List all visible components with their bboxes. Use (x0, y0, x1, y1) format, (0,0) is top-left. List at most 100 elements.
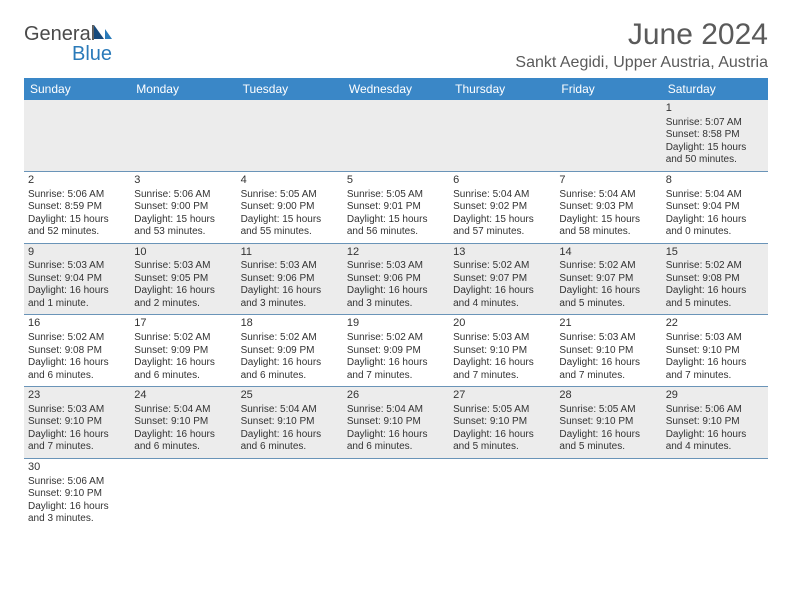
day-ss: Sunset: 9:09 PM (241, 345, 339, 358)
day-dl2: and 6 minutes. (28, 370, 126, 383)
day-details: Sunrise: 5:05 AMSunset: 9:00 PMDaylight:… (241, 189, 339, 239)
day-ss: Sunset: 9:07 PM (453, 273, 551, 286)
day-number: 3 (134, 174, 232, 188)
day-sr: Sunrise: 5:05 AM (347, 189, 445, 202)
day-sr: Sunrise: 5:02 AM (453, 260, 551, 273)
day-number: 30 (28, 461, 126, 475)
day-dl2: and 2 minutes. (134, 298, 232, 311)
day-sr: Sunrise: 5:03 AM (453, 332, 551, 345)
day-dl2: and 58 minutes. (559, 226, 657, 239)
day-number: 28 (559, 389, 657, 403)
day-dl1: Daylight: 16 hours (134, 357, 232, 370)
calendar-empty-cell (555, 100, 661, 171)
day-dl1: Daylight: 16 hours (347, 357, 445, 370)
logo: GeneralBlue (24, 18, 113, 64)
day-dl1: Daylight: 15 hours (666, 142, 764, 155)
day-details: Sunrise: 5:07 AMSunset: 8:58 PMDaylight:… (666, 117, 764, 167)
day-details: Sunrise: 5:04 AMSunset: 9:04 PMDaylight:… (666, 189, 764, 239)
day-dl2: and 7 minutes. (559, 370, 657, 383)
day-dl2: and 53 minutes. (134, 226, 232, 239)
calendar-empty-cell (449, 458, 555, 529)
day-dl2: and 7 minutes. (453, 370, 551, 383)
day-ss: Sunset: 9:06 PM (347, 273, 445, 286)
day-ss: Sunset: 9:02 PM (453, 201, 551, 214)
day-ss: Sunset: 9:05 PM (134, 273, 232, 286)
calendar-week-row: 30Sunrise: 5:06 AMSunset: 9:10 PMDayligh… (24, 458, 768, 529)
day-ss: Sunset: 9:00 PM (241, 201, 339, 214)
day-sr: Sunrise: 5:03 AM (28, 404, 126, 417)
day-number: 24 (134, 389, 232, 403)
day-sr: Sunrise: 5:03 AM (28, 260, 126, 273)
day-number: 12 (347, 246, 445, 260)
day-number: 20 (453, 317, 551, 331)
calendar-day-cell: 19Sunrise: 5:02 AMSunset: 9:09 PMDayligh… (343, 315, 449, 387)
day-dl2: and 0 minutes. (666, 226, 764, 239)
day-number: 2 (28, 174, 126, 188)
day-number: 15 (666, 246, 764, 260)
calendar-day-cell: 8Sunrise: 5:04 AMSunset: 9:04 PMDaylight… (662, 171, 768, 243)
day-ss: Sunset: 9:10 PM (559, 416, 657, 429)
day-sr: Sunrise: 5:05 AM (559, 404, 657, 417)
day-dl1: Daylight: 15 hours (347, 214, 445, 227)
day-ss: Sunset: 9:07 PM (559, 273, 657, 286)
day-sr: Sunrise: 5:05 AM (241, 189, 339, 202)
calendar-day-cell: 9Sunrise: 5:03 AMSunset: 9:04 PMDaylight… (24, 243, 130, 315)
calendar-empty-cell (130, 100, 236, 171)
day-number: 7 (559, 174, 657, 188)
day-sr: Sunrise: 5:06 AM (28, 476, 126, 489)
day-dl1: Daylight: 16 hours (559, 429, 657, 442)
day-ss: Sunset: 9:00 PM (134, 201, 232, 214)
day-dl2: and 6 minutes. (241, 441, 339, 454)
calendar-day-cell: 26Sunrise: 5:04 AMSunset: 9:10 PMDayligh… (343, 387, 449, 459)
logo-text-2: Blue (72, 43, 112, 65)
calendar-day-cell: 2Sunrise: 5:06 AMSunset: 8:59 PMDaylight… (24, 171, 130, 243)
day-details: Sunrise: 5:02 AMSunset: 9:09 PMDaylight:… (134, 332, 232, 382)
day-sr: Sunrise: 5:03 AM (666, 332, 764, 345)
logo-sail-icon (93, 23, 113, 45)
weekday-header: Thursday (449, 78, 555, 100)
day-details: Sunrise: 5:04 AMSunset: 9:10 PMDaylight:… (241, 404, 339, 454)
day-ss: Sunset: 9:10 PM (134, 416, 232, 429)
day-dl2: and 4 minutes. (453, 298, 551, 311)
day-dl2: and 1 minute. (28, 298, 126, 311)
weekday-header-row: SundayMondayTuesdayWednesdayThursdayFrid… (24, 78, 768, 100)
day-sr: Sunrise: 5:06 AM (666, 404, 764, 417)
day-dl2: and 3 minutes. (28, 513, 126, 526)
day-ss: Sunset: 9:10 PM (666, 345, 764, 358)
day-details: Sunrise: 5:06 AMSunset: 9:00 PMDaylight:… (134, 189, 232, 239)
day-details: Sunrise: 5:03 AMSunset: 9:10 PMDaylight:… (559, 332, 657, 382)
day-details: Sunrise: 5:04 AMSunset: 9:03 PMDaylight:… (559, 189, 657, 239)
title-block: June 2024 Sankt Aegidi, Upper Austria, A… (515, 18, 768, 72)
logo-text: GeneralBlue (24, 24, 113, 64)
header: GeneralBlue June 2024 Sankt Aegidi, Uppe… (24, 18, 768, 72)
calendar-empty-cell (555, 458, 661, 529)
calendar-week-row: 16Sunrise: 5:02 AMSunset: 9:08 PMDayligh… (24, 315, 768, 387)
day-dl2: and 6 minutes. (241, 370, 339, 383)
calendar-day-cell: 21Sunrise: 5:03 AMSunset: 9:10 PMDayligh… (555, 315, 661, 387)
day-details: Sunrise: 5:02 AMSunset: 9:09 PMDaylight:… (241, 332, 339, 382)
calendar-day-cell: 13Sunrise: 5:02 AMSunset: 9:07 PMDayligh… (449, 243, 555, 315)
calendar-week-row: 1Sunrise: 5:07 AMSunset: 8:58 PMDaylight… (24, 100, 768, 171)
day-number: 5 (347, 174, 445, 188)
day-sr: Sunrise: 5:02 AM (666, 260, 764, 273)
day-sr: Sunrise: 5:03 AM (134, 260, 232, 273)
calendar-day-cell: 5Sunrise: 5:05 AMSunset: 9:01 PMDaylight… (343, 171, 449, 243)
day-number: 17 (134, 317, 232, 331)
day-dl1: Daylight: 16 hours (666, 214, 764, 227)
day-sr: Sunrise: 5:02 AM (559, 260, 657, 273)
day-sr: Sunrise: 5:04 AM (134, 404, 232, 417)
calendar-day-cell: 29Sunrise: 5:06 AMSunset: 9:10 PMDayligh… (662, 387, 768, 459)
day-number: 18 (241, 317, 339, 331)
calendar-day-cell: 22Sunrise: 5:03 AMSunset: 9:10 PMDayligh… (662, 315, 768, 387)
calendar-day-cell: 11Sunrise: 5:03 AMSunset: 9:06 PMDayligh… (237, 243, 343, 315)
day-dl1: Daylight: 16 hours (453, 357, 551, 370)
calendar-empty-cell (343, 458, 449, 529)
day-details: Sunrise: 5:02 AMSunset: 9:09 PMDaylight:… (347, 332, 445, 382)
day-number: 29 (666, 389, 764, 403)
day-number: 4 (241, 174, 339, 188)
weekday-header: Tuesday (237, 78, 343, 100)
day-dl2: and 5 minutes. (559, 441, 657, 454)
day-sr: Sunrise: 5:02 AM (241, 332, 339, 345)
day-ss: Sunset: 9:10 PM (453, 345, 551, 358)
day-details: Sunrise: 5:03 AMSunset: 9:05 PMDaylight:… (134, 260, 232, 310)
